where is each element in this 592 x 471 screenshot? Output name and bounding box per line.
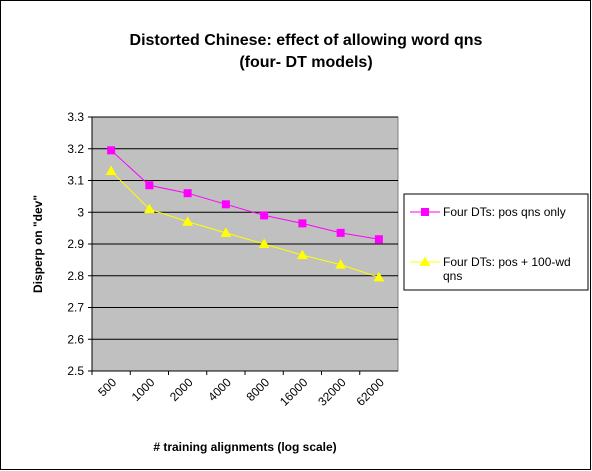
legend-label: Four DTs: pos qns only <box>443 205 566 219</box>
y-tick-label: 2.6 <box>67 332 84 346</box>
point <box>221 200 230 209</box>
chart-title: (four- DT models) <box>239 54 372 71</box>
y-tick-label: 2.9 <box>67 237 84 251</box>
chart-title: Distorted Chinese: effect of allowing wo… <box>130 32 483 49</box>
point <box>182 216 193 226</box>
point <box>145 181 154 190</box>
series-line <box>110 149 379 240</box>
series-line <box>110 170 380 278</box>
y-tick-label: 2.7 <box>67 301 84 315</box>
legend-marker <box>419 256 431 266</box>
y-axis-title: Disperp on "dev" <box>31 195 45 293</box>
y-tick-label: 3.1 <box>67 174 84 188</box>
point <box>336 228 345 237</box>
point <box>374 235 383 244</box>
y-tick-label: 3.2 <box>67 142 84 156</box>
point <box>107 146 116 155</box>
legend-marker <box>421 208 429 216</box>
y-tick-label: 3 <box>77 205 84 219</box>
point <box>335 259 346 269</box>
point <box>144 203 155 214</box>
point <box>373 271 385 282</box>
point <box>258 238 270 248</box>
point <box>183 189 192 198</box>
point <box>220 227 232 237</box>
point <box>105 165 117 175</box>
x-axis-title: # training alignments (log scale) <box>153 440 336 454</box>
point <box>298 219 307 228</box>
y-tick-label: 2.5 <box>67 364 84 378</box>
point <box>297 249 308 260</box>
legend-label: Four DTs: pos + 100-wd qns <box>443 255 571 283</box>
y-tick-label: 2.8 <box>67 269 84 283</box>
legend-box <box>403 193 589 291</box>
y-tick-label: 3.3 <box>67 110 84 124</box>
point <box>260 211 269 220</box>
